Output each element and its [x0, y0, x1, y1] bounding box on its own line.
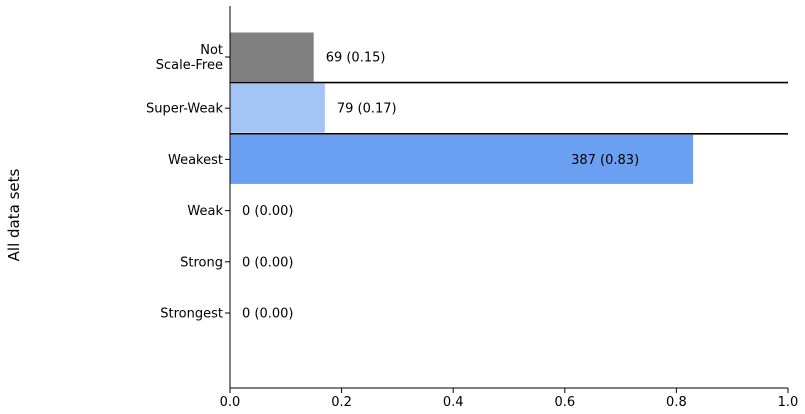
- y-tick-label-3: Weak: [187, 204, 223, 219]
- separators-group: [230, 81, 788, 135]
- y-tick-label-1: Super-Weak: [146, 102, 223, 117]
- y-ticks-group: Not Scale-Free Super-Weak Weakest Weak Strong…: [146, 43, 230, 322]
- y-tick-label-2: Weakest: [168, 153, 223, 168]
- x-tick-label-5: 1.0: [778, 395, 799, 410]
- bar-value-label-5: 0 (0.00): [242, 307, 294, 322]
- x-tick-label-4: 0.8: [666, 395, 687, 410]
- x-tick-label-2: 0.4: [443, 395, 464, 410]
- x-tick-label-0: 0.0: [220, 395, 241, 410]
- bar-value-label-4: 0 (0.00): [242, 255, 294, 270]
- bar-value-label-3: 0 (0.00): [242, 204, 294, 219]
- bar-1: [230, 83, 325, 133]
- bars-group: [230, 32, 694, 184]
- y-tick-label-4: Strong: [180, 255, 223, 270]
- x-tick-label-3: 0.6: [554, 395, 575, 410]
- y-tick-label-5: Strongest: [160, 307, 223, 322]
- y-tick-label-0: Not Scale-Free: [156, 43, 223, 73]
- bar-value-label-0: 69 (0.15): [326, 51, 386, 66]
- axes-group: [229, 6, 788, 389]
- bar-2: [230, 134, 694, 184]
- x-tick-label-1: 0.2: [331, 395, 352, 410]
- y-axis-label: All data sets: [5, 168, 23, 261]
- bar-value-label-1: 79 (0.17): [337, 102, 397, 117]
- bar-0: [230, 32, 314, 82]
- bar-labels-group: 69 (0.15) 79 (0.17) 387 (0.83) 0 (0.00) 0 (0…: [242, 51, 639, 322]
- bar-value-label-2: 387 (0.83): [571, 153, 639, 168]
- x-ticks-group: 0.0 0.2 0.4 0.6 0.8 1.0: [220, 388, 799, 410]
